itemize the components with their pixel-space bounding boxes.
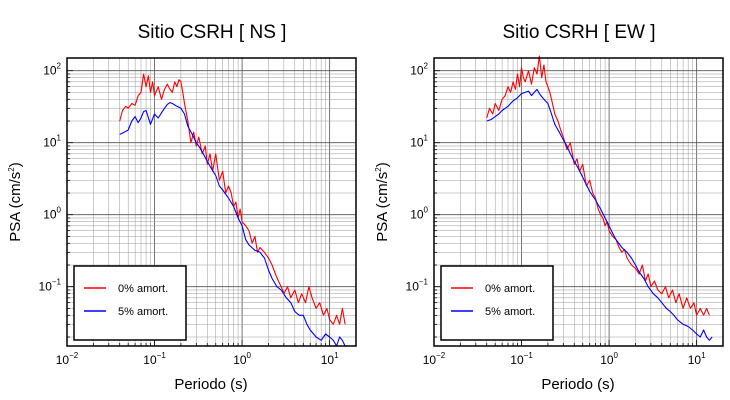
y-tick-label: 101 — [410, 134, 428, 150]
chart-title: Sitio CSRH [ NS ] — [138, 22, 287, 43]
y-axis-label-main: PSA (cm/s — [7, 172, 24, 242]
legend-label-1: 5% amort. — [118, 306, 168, 318]
tick-exp: 1 — [334, 351, 339, 360]
tick-base: 10 — [410, 136, 424, 150]
tick-base: 10 — [410, 208, 424, 222]
tick-base: 10 — [43, 208, 57, 222]
y-axis-label: PSA (cm/s2) — [374, 162, 391, 241]
tick-exp: −2 — [69, 351, 79, 360]
legend-label-0: 0% amort. — [485, 283, 535, 295]
tick-exp: 1 — [57, 134, 62, 143]
legend-label-0: 0% amort. — [118, 283, 168, 295]
tick-exp: −1 — [52, 278, 62, 287]
tick-exp: 0 — [614, 351, 619, 360]
ticks — [66, 70, 357, 346]
tick-exp: 1 — [701, 351, 706, 360]
tick-exp: 0 — [247, 351, 252, 360]
y-axis-label-end: ) — [374, 162, 391, 167]
series-line-0 — [486, 55, 710, 316]
y-axis-label-sup: 2 — [7, 167, 16, 172]
x-tick-label: 101 — [321, 351, 339, 367]
chart-ns: Sitio CSRH [ NS ] 10−2 10−1 100 101 1021011… — [7, 22, 357, 393]
y-tick-label: 102 — [410, 62, 428, 78]
tick-exp: 0 — [424, 206, 429, 215]
tick-exp: −2 — [436, 351, 446, 360]
tick-exp: −1 — [419, 278, 429, 287]
y-tick-label: 100 — [410, 206, 428, 222]
x-tick-label: 101 — [688, 351, 706, 367]
x-tick-label: 100 — [600, 351, 618, 367]
chart-ew: Sitio CSRH [ EW ] 10−2 10−1 100 101 1021011… — [374, 22, 724, 393]
y-axis-label-main: PSA (cm/s — [374, 172, 391, 242]
y-axis-label-sup: 2 — [374, 167, 383, 172]
series-lines — [119, 73, 346, 347]
plot-frame — [433, 57, 724, 347]
tick-exp: −1 — [524, 351, 534, 360]
x-tick-label: 100 — [233, 351, 251, 367]
y-axis-label: PSA (cm/s2) — [7, 162, 24, 241]
y-tick-label: 102 — [43, 62, 61, 78]
series-lines — [486, 55, 713, 341]
plot-frame — [66, 57, 357, 347]
x-tick-labels: 10−2 10−1 100 101 — [423, 351, 706, 367]
legend-box — [440, 265, 554, 341]
x-tick-label: 10−2 — [56, 351, 79, 367]
tick-exp: 2 — [57, 62, 62, 71]
x-tick-label: 10−1 — [510, 351, 533, 367]
tick-base: 10 — [233, 353, 247, 367]
x-tick-label: 10−1 — [143, 351, 166, 367]
tick-exp: 0 — [57, 206, 62, 215]
legend: 0% amort. 5% amort. — [440, 265, 554, 341]
tick-base: 10 — [143, 353, 157, 367]
series-line-0 — [119, 73, 346, 325]
series-line-1 — [486, 88, 713, 341]
chart-title: Sitio CSRH [ EW ] — [502, 22, 655, 43]
tick-base: 10 — [321, 353, 335, 367]
x-axis-label: Periodo (s) — [174, 376, 247, 393]
y-tick-label: 10−1 — [406, 278, 429, 294]
y-axis-label-end: ) — [7, 162, 24, 167]
ticks — [433, 70, 724, 346]
y-tick-label: 10−1 — [39, 278, 62, 294]
tick-base: 10 — [39, 280, 53, 294]
x-axis-label: Periodo (s) — [541, 376, 614, 393]
tick-base: 10 — [43, 136, 57, 150]
tick-base: 10 — [406, 280, 420, 294]
tick-base: 10 — [600, 353, 614, 367]
legend-box — [73, 265, 187, 341]
tick-base: 10 — [510, 353, 524, 367]
tick-exp: 2 — [424, 62, 429, 71]
y-tick-label: 100 — [43, 206, 61, 222]
x-tick-labels: 10−2 10−1 100 101 — [56, 351, 339, 367]
tick-base: 10 — [43, 64, 57, 78]
y-tick-label: 101 — [43, 134, 61, 150]
series-line-1 — [119, 102, 346, 347]
tick-base: 10 — [423, 353, 437, 367]
tick-exp: 1 — [424, 134, 429, 143]
tick-base: 10 — [56, 353, 70, 367]
legend: 0% amort. 5% amort. — [73, 265, 187, 341]
tick-base: 10 — [688, 353, 702, 367]
tick-base: 10 — [410, 64, 424, 78]
x-tick-label: 10−2 — [423, 351, 446, 367]
legend-label-1: 5% amort. — [485, 306, 535, 318]
tick-exp: −1 — [157, 351, 167, 360]
